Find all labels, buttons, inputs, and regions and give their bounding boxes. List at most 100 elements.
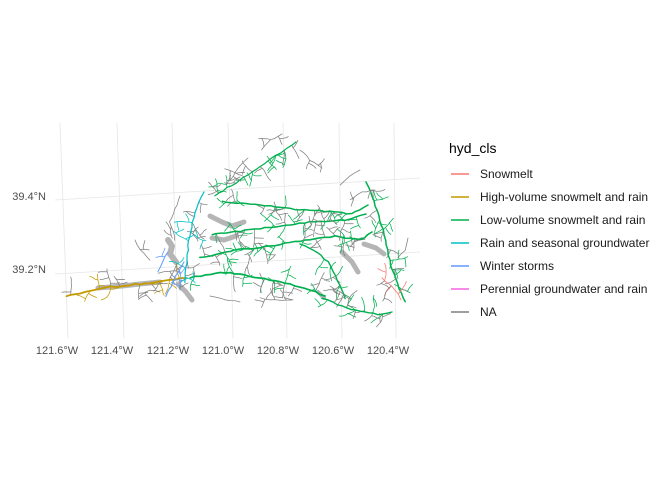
main-river — [214, 141, 297, 197]
tributary — [383, 217, 394, 230]
na-stream — [258, 242, 266, 250]
na-stream — [315, 224, 325, 226]
parallel-line — [54, 251, 421, 275]
na-stream — [270, 288, 276, 300]
na-stream — [199, 228, 207, 236]
tributary — [347, 219, 358, 221]
na-stream — [165, 221, 172, 230]
graticule — [54, 122, 421, 339]
na-stream — [193, 267, 195, 277]
tributary — [318, 266, 329, 269]
na-stream — [323, 211, 330, 220]
na-stream — [191, 222, 205, 240]
main-river — [321, 297, 393, 316]
na-stream — [321, 277, 331, 282]
tributary — [269, 155, 276, 164]
tributary — [235, 179, 246, 181]
main-river — [299, 243, 346, 300]
tributary — [230, 248, 245, 256]
na-stream — [259, 272, 264, 282]
na-stream — [339, 169, 361, 186]
na-stream — [179, 282, 189, 288]
main-river — [365, 181, 406, 303]
na-stream — [308, 162, 317, 169]
na-stream — [170, 226, 173, 239]
na-stream — [157, 270, 180, 274]
tributary — [215, 233, 217, 243]
na-stream — [347, 304, 357, 309]
na-stream — [333, 291, 341, 303]
tributary — [224, 223, 231, 232]
na-stream — [391, 268, 405, 270]
na-stream — [364, 312, 374, 322]
river-channel — [165, 237, 179, 265]
na-stream — [99, 277, 110, 280]
tributary — [287, 274, 297, 280]
na-stream — [369, 189, 386, 192]
na-stream — [192, 226, 199, 235]
na-stream — [272, 282, 282, 286]
tributary — [274, 287, 284, 290]
river-channel — [339, 249, 361, 275]
meridian-line — [227, 122, 234, 339]
na-stream — [138, 294, 147, 300]
na-stream — [202, 246, 212, 249]
na-stream — [201, 245, 205, 258]
na-stream — [139, 289, 161, 297]
tributary — [242, 274, 246, 287]
na-stream — [352, 309, 356, 319]
na-stream — [232, 176, 242, 182]
tributary — [217, 182, 228, 185]
tributary — [184, 276, 196, 284]
na-stream — [231, 189, 238, 204]
na-stream — [252, 282, 262, 288]
tributary — [280, 268, 290, 273]
tributary — [391, 269, 405, 271]
main-river — [65, 277, 186, 298]
legend-item-perennial-groundwater-and-rain: Perennial groundwater and rain — [451, 282, 647, 296]
tributary — [287, 214, 296, 225]
na-stream — [158, 282, 168, 285]
tributary — [227, 260, 237, 264]
na-stream — [319, 163, 322, 173]
tributary — [377, 222, 387, 226]
na-stream — [314, 232, 325, 235]
meridian-line — [338, 122, 343, 339]
meridian-line — [59, 122, 69, 339]
tributary — [240, 229, 246, 239]
na-stream — [371, 315, 381, 320]
tributary — [76, 295, 86, 299]
tributary — [373, 191, 378, 201]
na-stream — [376, 313, 384, 328]
na-stream — [310, 283, 320, 286]
tributary — [397, 249, 400, 260]
na-stream — [349, 235, 353, 246]
legend-label: Rain and seasonal groundwater — [480, 236, 649, 250]
na-stream — [224, 182, 237, 184]
na-stream — [182, 211, 196, 213]
na-stream — [380, 283, 390, 289]
na-stream — [153, 280, 161, 292]
tributary — [281, 240, 284, 250]
na-stream — [315, 272, 325, 292]
na-stream — [139, 248, 150, 251]
tributary — [215, 178, 220, 194]
legend-label: Winter storms — [480, 259, 554, 273]
legend-label: Low-volume snowmelt and rain — [480, 213, 645, 227]
tributary — [164, 279, 170, 295]
legend-item-snowmelt: Snowmelt — [451, 167, 533, 181]
na-stream — [169, 195, 181, 241]
tributary — [277, 154, 287, 160]
tributary — [216, 197, 225, 205]
tributary — [219, 201, 227, 209]
na-stream — [235, 172, 246, 174]
na-stream — [260, 278, 266, 294]
na-stream — [115, 278, 126, 280]
x-tick-label: 121.2°W — [147, 345, 190, 357]
na-stream — [315, 238, 322, 250]
na-stream — [308, 216, 312, 226]
tributary — [302, 222, 306, 236]
tributary — [293, 219, 303, 223]
na-stream — [209, 295, 241, 303]
na-stream — [310, 246, 321, 248]
